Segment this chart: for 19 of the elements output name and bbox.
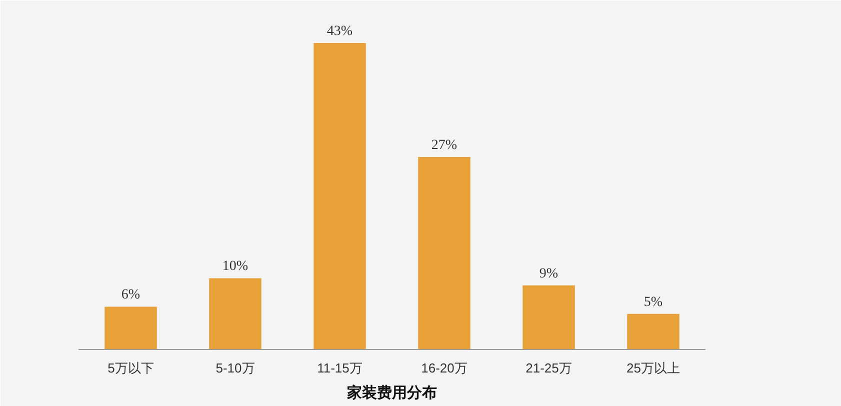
x-tick-label: 11-15万 bbox=[317, 360, 362, 376]
data-label: 10% bbox=[222, 259, 248, 274]
x-tick-label: 5-10万 bbox=[216, 360, 255, 376]
bar bbox=[314, 43, 366, 350]
text: 家装费用分布 bbox=[346, 384, 437, 402]
data-label: 6% bbox=[121, 288, 140, 303]
x-tick-label: 25万以上 bbox=[626, 360, 680, 376]
data-label: 27% bbox=[431, 138, 458, 154]
data-label: 5% bbox=[644, 294, 663, 310]
bar bbox=[209, 278, 262, 350]
x-tick-label: 5万以下 bbox=[108, 360, 154, 376]
bar bbox=[418, 157, 470, 350]
x-tick-label: 16-20万 bbox=[421, 360, 468, 376]
x-tick-label: 21-25万 bbox=[526, 360, 572, 376]
bar bbox=[627, 314, 680, 350]
data-label: 9% bbox=[539, 266, 558, 282]
bar bbox=[522, 285, 575, 350]
bar bbox=[104, 306, 157, 350]
data-label: 43% bbox=[326, 24, 353, 40]
